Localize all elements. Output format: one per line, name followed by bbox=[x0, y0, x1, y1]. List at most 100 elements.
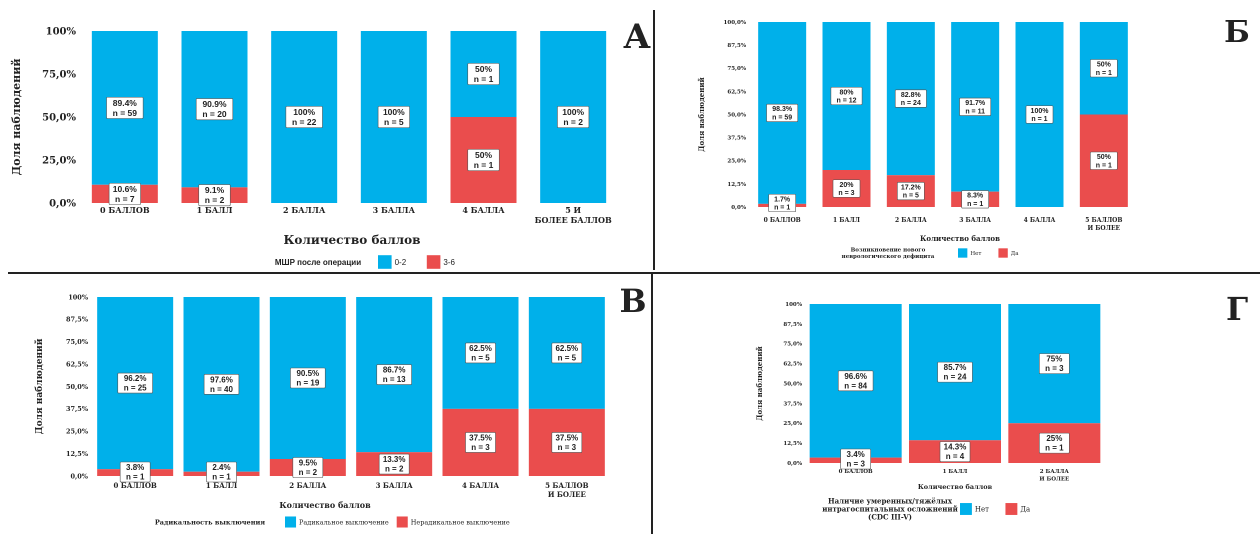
panel-2-label-blue-box bbox=[959, 97, 992, 116]
panel-1-legend-title: МШР после операции bbox=[275, 258, 361, 267]
panel-2-y-tick: 37,5% bbox=[727, 136, 746, 142]
panel-3-label-blue-n: n = 25 bbox=[124, 384, 147, 393]
panel-1-y-tick: 25,0% bbox=[42, 156, 76, 167]
panel-4-label-blue-box bbox=[937, 361, 973, 383]
panel-4-label-red-n: n = 3 bbox=[846, 460, 865, 469]
panel-3-x-tick: 0 БАЛЛОВ bbox=[113, 481, 156, 490]
panel-4-legend-entry: Нет bbox=[975, 505, 989, 513]
panel-3-label-blue-n: n = 5 bbox=[471, 354, 490, 363]
panel-2-label-blue-box bbox=[830, 86, 863, 106]
panel-3-x-tick: И БОЛЕЕ bbox=[548, 490, 586, 499]
panel-3-label-red-n: n = 1 bbox=[126, 473, 145, 482]
panel-1-legend-entry: 3-6 bbox=[443, 258, 455, 267]
panel-3-label-blue-pct: 62.5% bbox=[469, 344, 492, 353]
panel-1-label-blue-n: n = 1 bbox=[474, 74, 494, 84]
panel-1-label-blue-n: n = 2 bbox=[563, 117, 583, 127]
panel-2-label-red-n: n = 1 bbox=[967, 201, 983, 208]
panel-3-x-tick: 4 БАЛЛА bbox=[462, 481, 499, 490]
panel-2-y-tick: 25,0% bbox=[727, 159, 746, 165]
panel-3-label-red-pct: 13.3% bbox=[383, 455, 406, 464]
panel-1-y-label: Доля наблюдений bbox=[10, 58, 23, 175]
panel-3-label-red-box bbox=[551, 432, 583, 453]
panel-1-x-tick: 1 БАЛЛ bbox=[197, 205, 233, 215]
panel-2-x-tick: 3 БАЛЛА bbox=[959, 217, 991, 224]
panel-2-label-red-pct: 17.2% bbox=[901, 184, 922, 191]
panel-1-label-red-n: n = 1 bbox=[474, 160, 494, 170]
panel-3-label-blue-n: n = 40 bbox=[210, 385, 233, 394]
panel-4-x-tick: 1 БАЛЛ bbox=[943, 469, 968, 475]
panel-1-letter: A bbox=[623, 17, 651, 57]
panel-3-label-red-n: n = 1 bbox=[212, 473, 231, 482]
panel-3-x-tick: 5 БАЛЛОВ bbox=[545, 481, 588, 490]
panel-1-x-label: Количество баллов bbox=[283, 233, 420, 247]
panel-3-label-red-pct: 37.5% bbox=[469, 433, 492, 442]
panel-1-label-blue-n: n = 5 bbox=[384, 117, 404, 127]
panel-3-label-blue-box bbox=[203, 374, 240, 395]
panel-1-label-red-n: n = 7 bbox=[115, 194, 135, 204]
panel-4-label-red-box bbox=[840, 448, 871, 470]
panel-3-y-tick: 25,0% bbox=[66, 428, 89, 436]
panel-1-label-red-box bbox=[108, 182, 141, 205]
panel-2-x-tick: 0 БАЛЛОВ bbox=[764, 217, 801, 224]
panel-2-y-tick: 75,0% bbox=[727, 66, 746, 72]
panel-2-x-label: Количество баллов bbox=[920, 234, 1000, 243]
panel-2-label-blue-n: n = 1 bbox=[1031, 116, 1047, 123]
panel-3-label-red-box bbox=[292, 457, 324, 478]
panel-1-label-blue-box bbox=[557, 106, 590, 128]
panel-4-x-tick: И БОЛЕЕ bbox=[1039, 477, 1069, 483]
panel-2-legend-title: Возникновение нового bbox=[851, 248, 926, 254]
panel-4-y-tick: 37,5% bbox=[783, 401, 802, 407]
panel-2-y-tick: 50,0% bbox=[727, 112, 746, 118]
panel-3-label-blue-pct: 86.7% bbox=[383, 366, 406, 375]
panel-2-label-red-n: n = 3 bbox=[838, 190, 854, 197]
panel-4-label-blue-pct: 75% bbox=[1046, 355, 1062, 364]
panel-3-label-blue-pct: 62.5% bbox=[555, 344, 578, 353]
panel-4-legend-swatch bbox=[1005, 503, 1018, 515]
panel-4-x-tick: 0 БАЛЛОВ bbox=[839, 469, 873, 475]
panel-3-x-label: Количество баллов bbox=[279, 500, 371, 510]
panel-2-legend-title: неврологического дефицита bbox=[842, 253, 935, 260]
panel-3-x-tick: 2 БАЛЛА bbox=[289, 481, 326, 490]
panel-2-label-red-pct: 50% bbox=[1097, 154, 1112, 161]
panel-4-label-red-pct: 25% bbox=[1046, 434, 1062, 443]
panel-1-legend-entry: 0-2 bbox=[395, 258, 407, 267]
panel-4-label-blue-pct: 85.7% bbox=[944, 363, 967, 372]
panel-2-label-red-pct: 1.7% bbox=[774, 196, 791, 203]
panel-3-y-tick: 0,0% bbox=[71, 472, 89, 480]
panel-1-label-blue-pct: 50% bbox=[475, 64, 492, 74]
panel-3-label-red-box bbox=[206, 461, 237, 483]
panel-4-y-tick: 12,5% bbox=[783, 441, 802, 447]
panel-3-label-red-n: n = 3 bbox=[558, 443, 577, 452]
panel-2-label-blue-pct: 82.8% bbox=[901, 92, 922, 99]
panel-1-y-tick: 50,0% bbox=[42, 113, 76, 124]
panel-4-label-red-pct: 3.4% bbox=[847, 450, 865, 459]
panel-2-label-blue-pct: 91.7% bbox=[965, 100, 986, 107]
panel-4-label-blue-n: n = 24 bbox=[944, 373, 967, 382]
panel-2-label-red-pct: 20% bbox=[839, 182, 854, 189]
panel-2-label-red-box bbox=[1090, 151, 1118, 170]
panel-2-x-tick: 4 БАЛЛА bbox=[1024, 217, 1056, 224]
panel-2-label-red-n: n = 1 bbox=[774, 205, 790, 212]
panel-1-label-blue-pct: 100% bbox=[562, 107, 584, 117]
panel-2-y-tick: 12,5% bbox=[727, 182, 746, 188]
panel-2-x-tick: 2 БАЛЛА bbox=[895, 217, 927, 224]
panel-1-label-red-pct: 10.6% bbox=[113, 184, 138, 194]
panel-1-label-red-n: n = 2 bbox=[205, 195, 225, 205]
panel-4-legend-title: интрагоспитальных осложнений bbox=[822, 504, 958, 513]
panel-2-label-blue-n: n = 1 bbox=[1096, 70, 1112, 77]
panel-2-label-blue-n: n = 24 bbox=[901, 100, 921, 107]
panel-3-label-blue-box bbox=[376, 364, 412, 385]
panel-1-label-blue-box bbox=[285, 106, 323, 128]
panel-1-label-blue-box bbox=[377, 106, 410, 128]
panel-1-y-tick: 0,0% bbox=[49, 199, 76, 210]
panel-4-x-label: Количество баллов bbox=[918, 483, 993, 491]
panel-1-label-blue-pct: 90.9% bbox=[202, 99, 227, 109]
panel-4-y-tick: 87,5% bbox=[783, 322, 802, 328]
panel-3-label-blue-n: n = 13 bbox=[383, 375, 406, 384]
panel-4-label-red-box bbox=[939, 441, 971, 462]
panel-2-label-blue-box bbox=[1090, 59, 1118, 78]
panel-2-label-blue-n: n = 12 bbox=[836, 98, 856, 105]
panel-4-y-tick: 100% bbox=[785, 302, 802, 308]
panel-2-label-blue-n: n = 11 bbox=[965, 108, 985, 115]
panel-1-label-red-box bbox=[467, 149, 500, 171]
